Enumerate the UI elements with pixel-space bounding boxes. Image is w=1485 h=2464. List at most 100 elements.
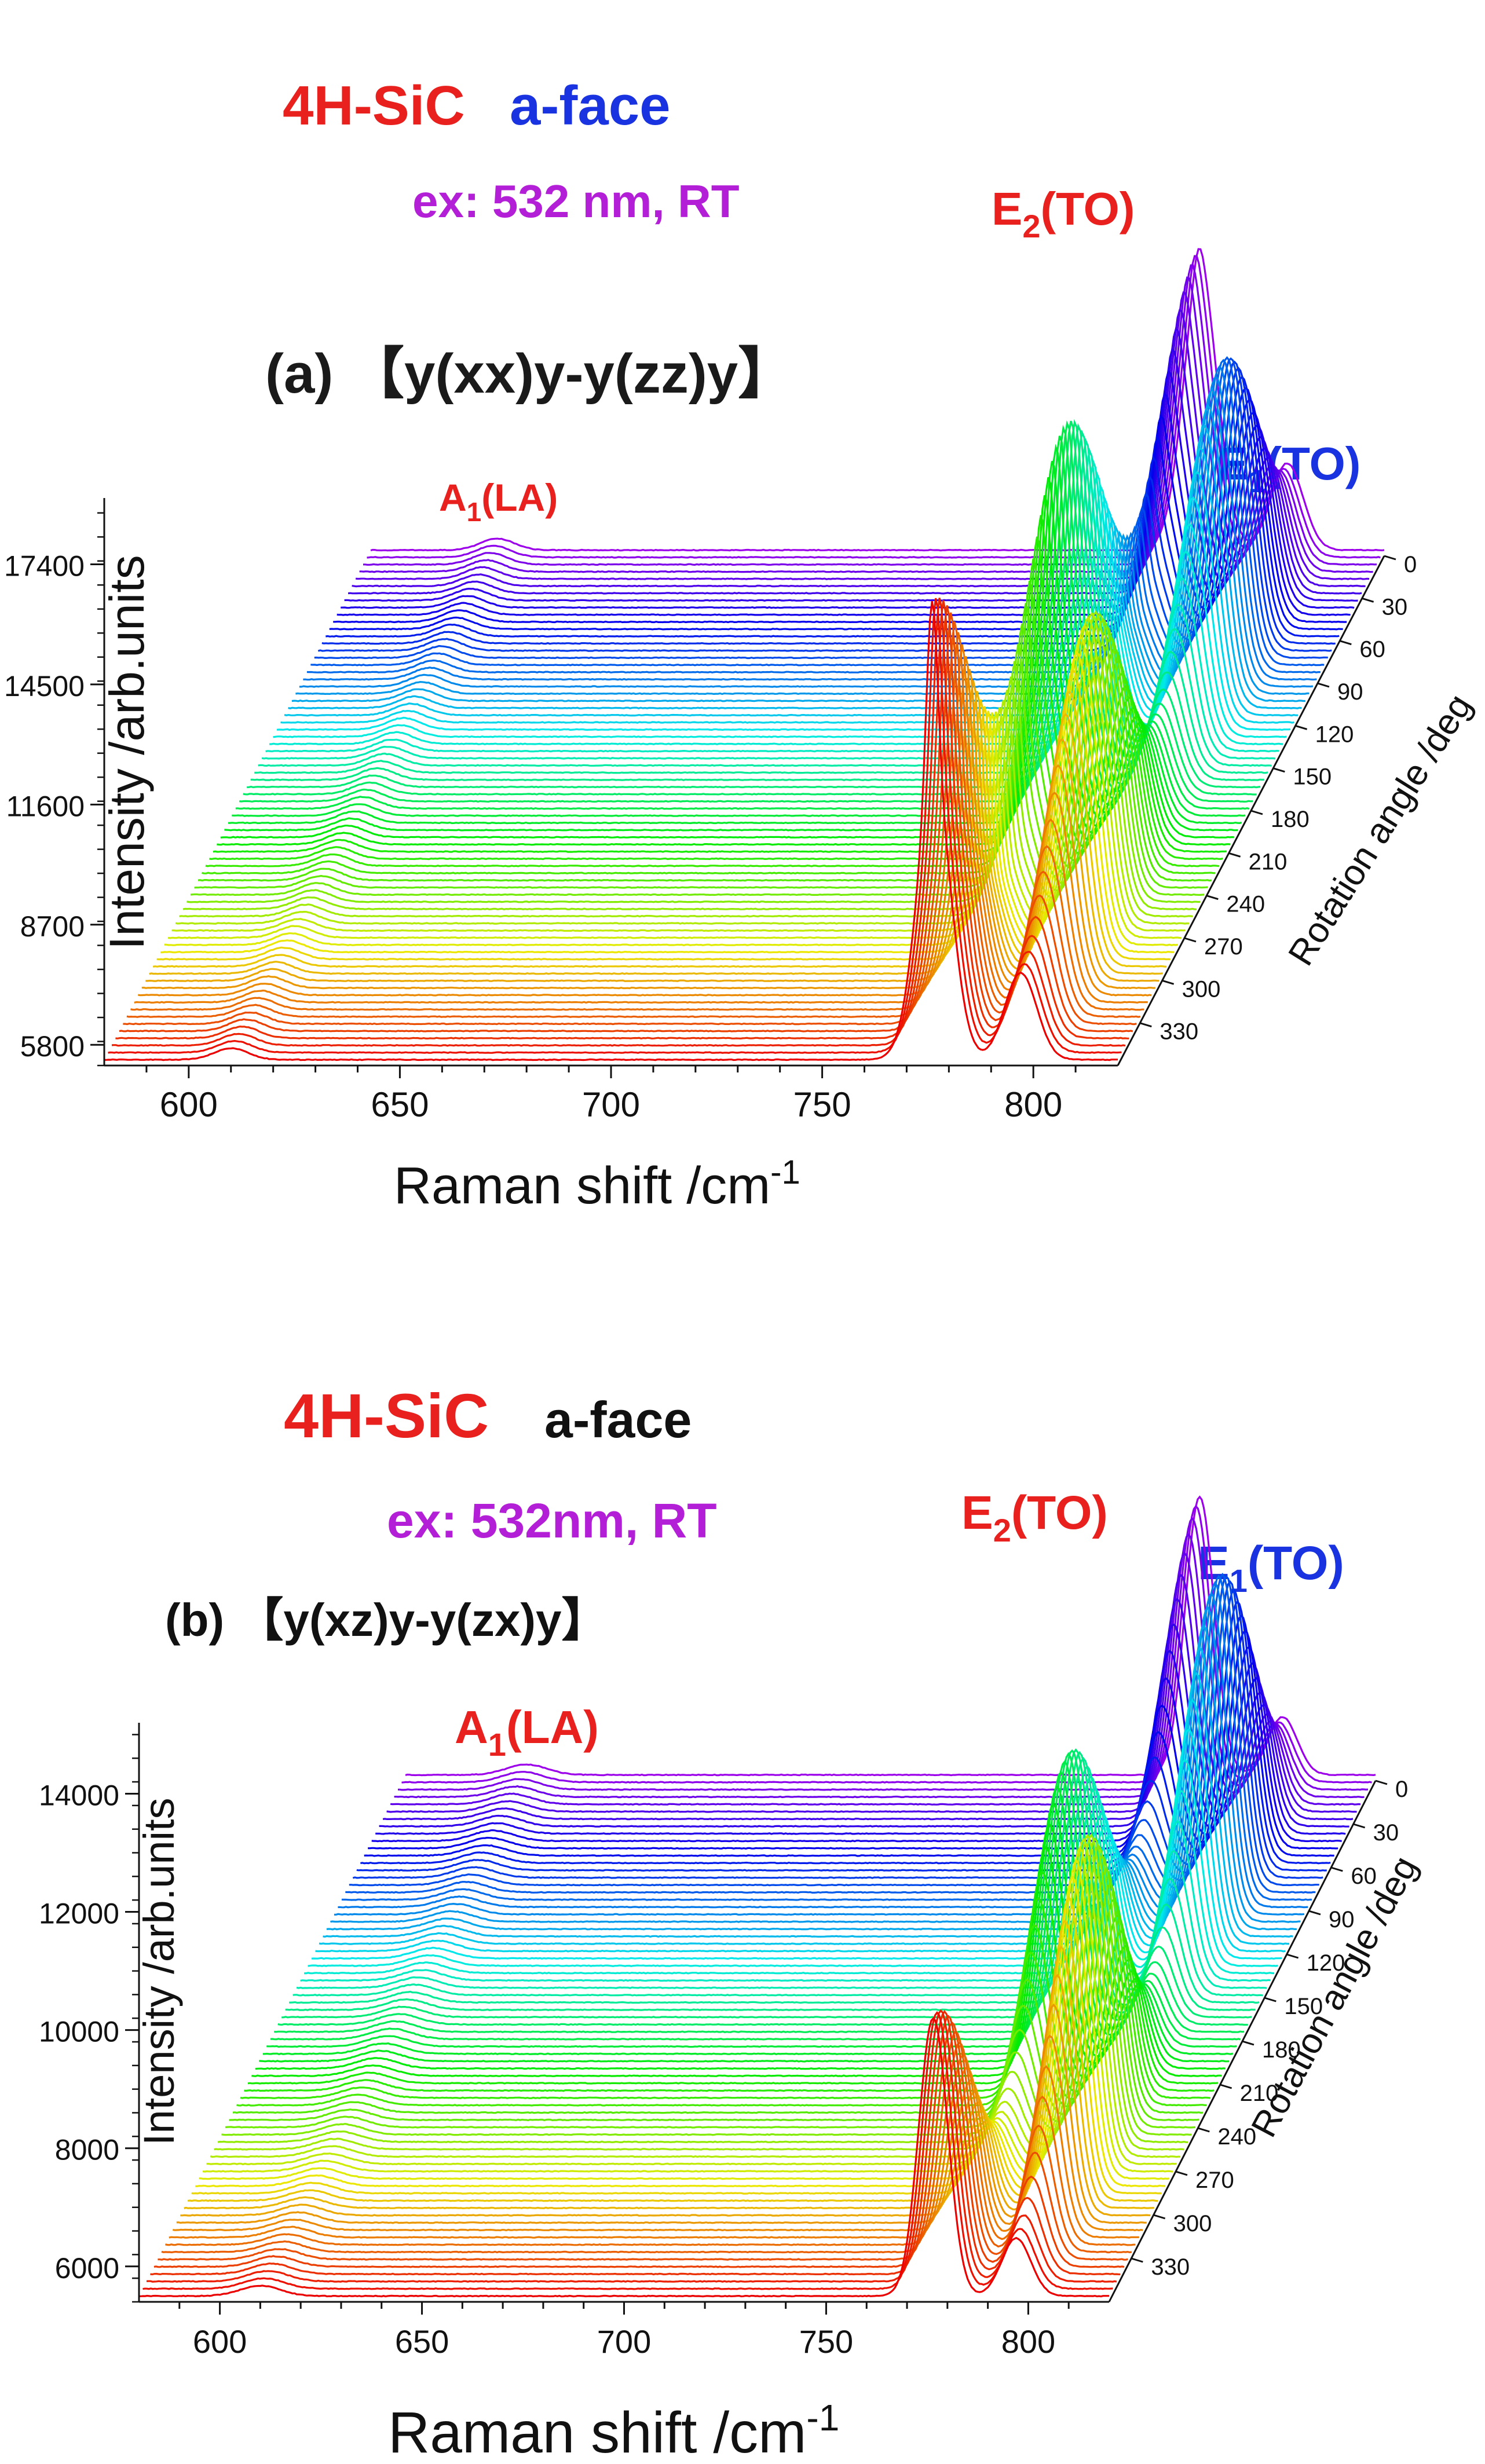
spectrum-line (261, 448, 1276, 760)
spectrum-line (336, 391, 1351, 616)
panel-b-excitation: ex: 532nm, RT (387, 1493, 717, 1548)
spectrum-line (276, 495, 1291, 731)
angle-tick-label: 240 (1217, 2124, 1256, 2150)
panel-b-y-ticks: 6000 8000 10000 12000 14000 (39, 1734, 139, 2303)
spectrum-line (296, 1775, 1267, 1989)
spectrum-line (311, 1728, 1282, 1960)
angle-tick-mark (1272, 767, 1285, 773)
angle-tick-mark (1153, 2214, 1166, 2220)
panel-a-spectra (104, 248, 1385, 1061)
y-tick-label: 14000 (39, 1779, 119, 1811)
spectrum-line (171, 616, 1186, 932)
x-tick-label: 750 (793, 1085, 851, 1124)
spectrum-line (153, 2015, 1125, 2268)
angle-tick-mark (1375, 1780, 1388, 1785)
spectrum-line (123, 612, 1137, 1026)
spectrum-line (240, 1914, 1211, 2099)
spectrum-line (330, 1605, 1301, 1923)
spectrum-line (284, 446, 1299, 717)
spectrum-line (197, 603, 1212, 882)
angle-tick-mark (1339, 640, 1352, 646)
spectrum-line (184, 1945, 1154, 2210)
spectrum-line (349, 1575, 1319, 1887)
spectrum-line (194, 623, 1208, 889)
panel-b-zlabel: Rotation angle /deg (1243, 1850, 1425, 2143)
angle-tick-label: 30 (1382, 594, 1408, 620)
spectrum-line (235, 424, 1250, 810)
angle-tick-mark (1330, 1866, 1343, 1872)
y-tick-label: 8700 (20, 910, 85, 943)
panel-b-x-ticks: 600 650 700 750 800 (178, 2302, 1070, 2360)
spectrum-line (364, 1614, 1334, 1857)
angle-tick-mark (1131, 2257, 1143, 2263)
angle-tick-label: 150 (1284, 1994, 1323, 2019)
spectrum-line (130, 632, 1144, 1011)
spectrum-line (152, 690, 1167, 968)
panel-b-spectra (139, 1495, 1376, 2298)
spectrum-line (164, 636, 1178, 946)
angle-tick-mark (1286, 1953, 1299, 1959)
panel-a-face: a-face (510, 75, 671, 137)
spectrum-line (169, 2053, 1139, 2239)
spectrum-line (145, 680, 1160, 982)
y-tick-label: 12000 (39, 1898, 119, 1930)
spectrum-line (310, 356, 1325, 667)
spectrum-line (187, 1919, 1158, 2202)
x-tick-label: 800 (1001, 2323, 1055, 2360)
panel-b-angle-ticks: 0 30 60 90 120 150 180 210 240 270 300 330 (1131, 1777, 1408, 2280)
panel-b-face: a-face (544, 1391, 692, 1448)
panel-b-peak-a1la: A1(LA) (455, 1701, 599, 1763)
angle-tick-label: 60 (1351, 1863, 1377, 1889)
spectrum-line (289, 1756, 1260, 2004)
spectrum-line (161, 2030, 1132, 2254)
panel-b-peak-e1to: E1(TO) (1198, 1537, 1344, 1599)
angle-tick-label: 300 (1182, 976, 1221, 1002)
angle-tick-mark (1317, 682, 1330, 688)
spectrum-line (334, 1592, 1305, 1916)
spectrum-line (176, 2003, 1147, 2224)
spectrum-line (199, 1858, 1170, 2180)
angle-tick-mark (1139, 1022, 1152, 1028)
spectrum-line (299, 375, 1314, 688)
spectrum-line (333, 398, 1347, 624)
spectrum-line (141, 669, 1155, 990)
spectrum-line (304, 1789, 1275, 1975)
spectrum-line (323, 1646, 1293, 1938)
panel-a-excitation: ex: 532 nm, RT (412, 175, 740, 227)
spectrum-line (326, 1624, 1297, 1931)
spectrum-line (295, 387, 1310, 695)
spectrum-line (134, 644, 1148, 1004)
spectrum-line (139, 2017, 1109, 2298)
spectrum-line (397, 1517, 1369, 1791)
angle-tick-label: 210 (1240, 2081, 1279, 2106)
angle-tick-label: 30 (1373, 1820, 1399, 1846)
spectrum-line (321, 366, 1336, 645)
spectrum-line (308, 1758, 1278, 1967)
spectrum-line (220, 477, 1234, 839)
angle-tick-label: 60 (1359, 637, 1385, 662)
angle-tick-mark (1197, 2127, 1210, 2133)
panel-a-angle-ticks: 0 30 60 90 120 150 180 210 240 270 300 330 (1139, 552, 1417, 1045)
spectrum-line (236, 1898, 1207, 2107)
spectrum-line (273, 484, 1287, 738)
spectrum-line (186, 618, 1201, 903)
spectrum-line (156, 669, 1171, 961)
spectrum-line (352, 1580, 1323, 1879)
spectrum-line (291, 404, 1305, 702)
x-tick-label: 700 (582, 1085, 640, 1124)
spectrum-line (244, 1896, 1215, 2092)
angle-tick-label: 330 (1160, 1019, 1198, 1045)
angle-tick-label: 270 (1195, 2168, 1234, 2193)
angle-tick-label: 180 (1262, 2037, 1301, 2063)
panel-a-ylabel: Intensity /arb.units (100, 555, 154, 950)
angle-tick-mark (1162, 979, 1175, 985)
angle-tick-label: 240 (1226, 892, 1265, 917)
spectrum-line (142, 2011, 1113, 2290)
spectrum-line (379, 1623, 1349, 1828)
spectrum-line (138, 656, 1152, 997)
spectrum-line (329, 387, 1343, 631)
y-tick-label: 5800 (20, 1030, 85, 1063)
panel-a-material: 4H-SiC (283, 75, 465, 137)
spectrum-line (202, 1846, 1173, 2173)
